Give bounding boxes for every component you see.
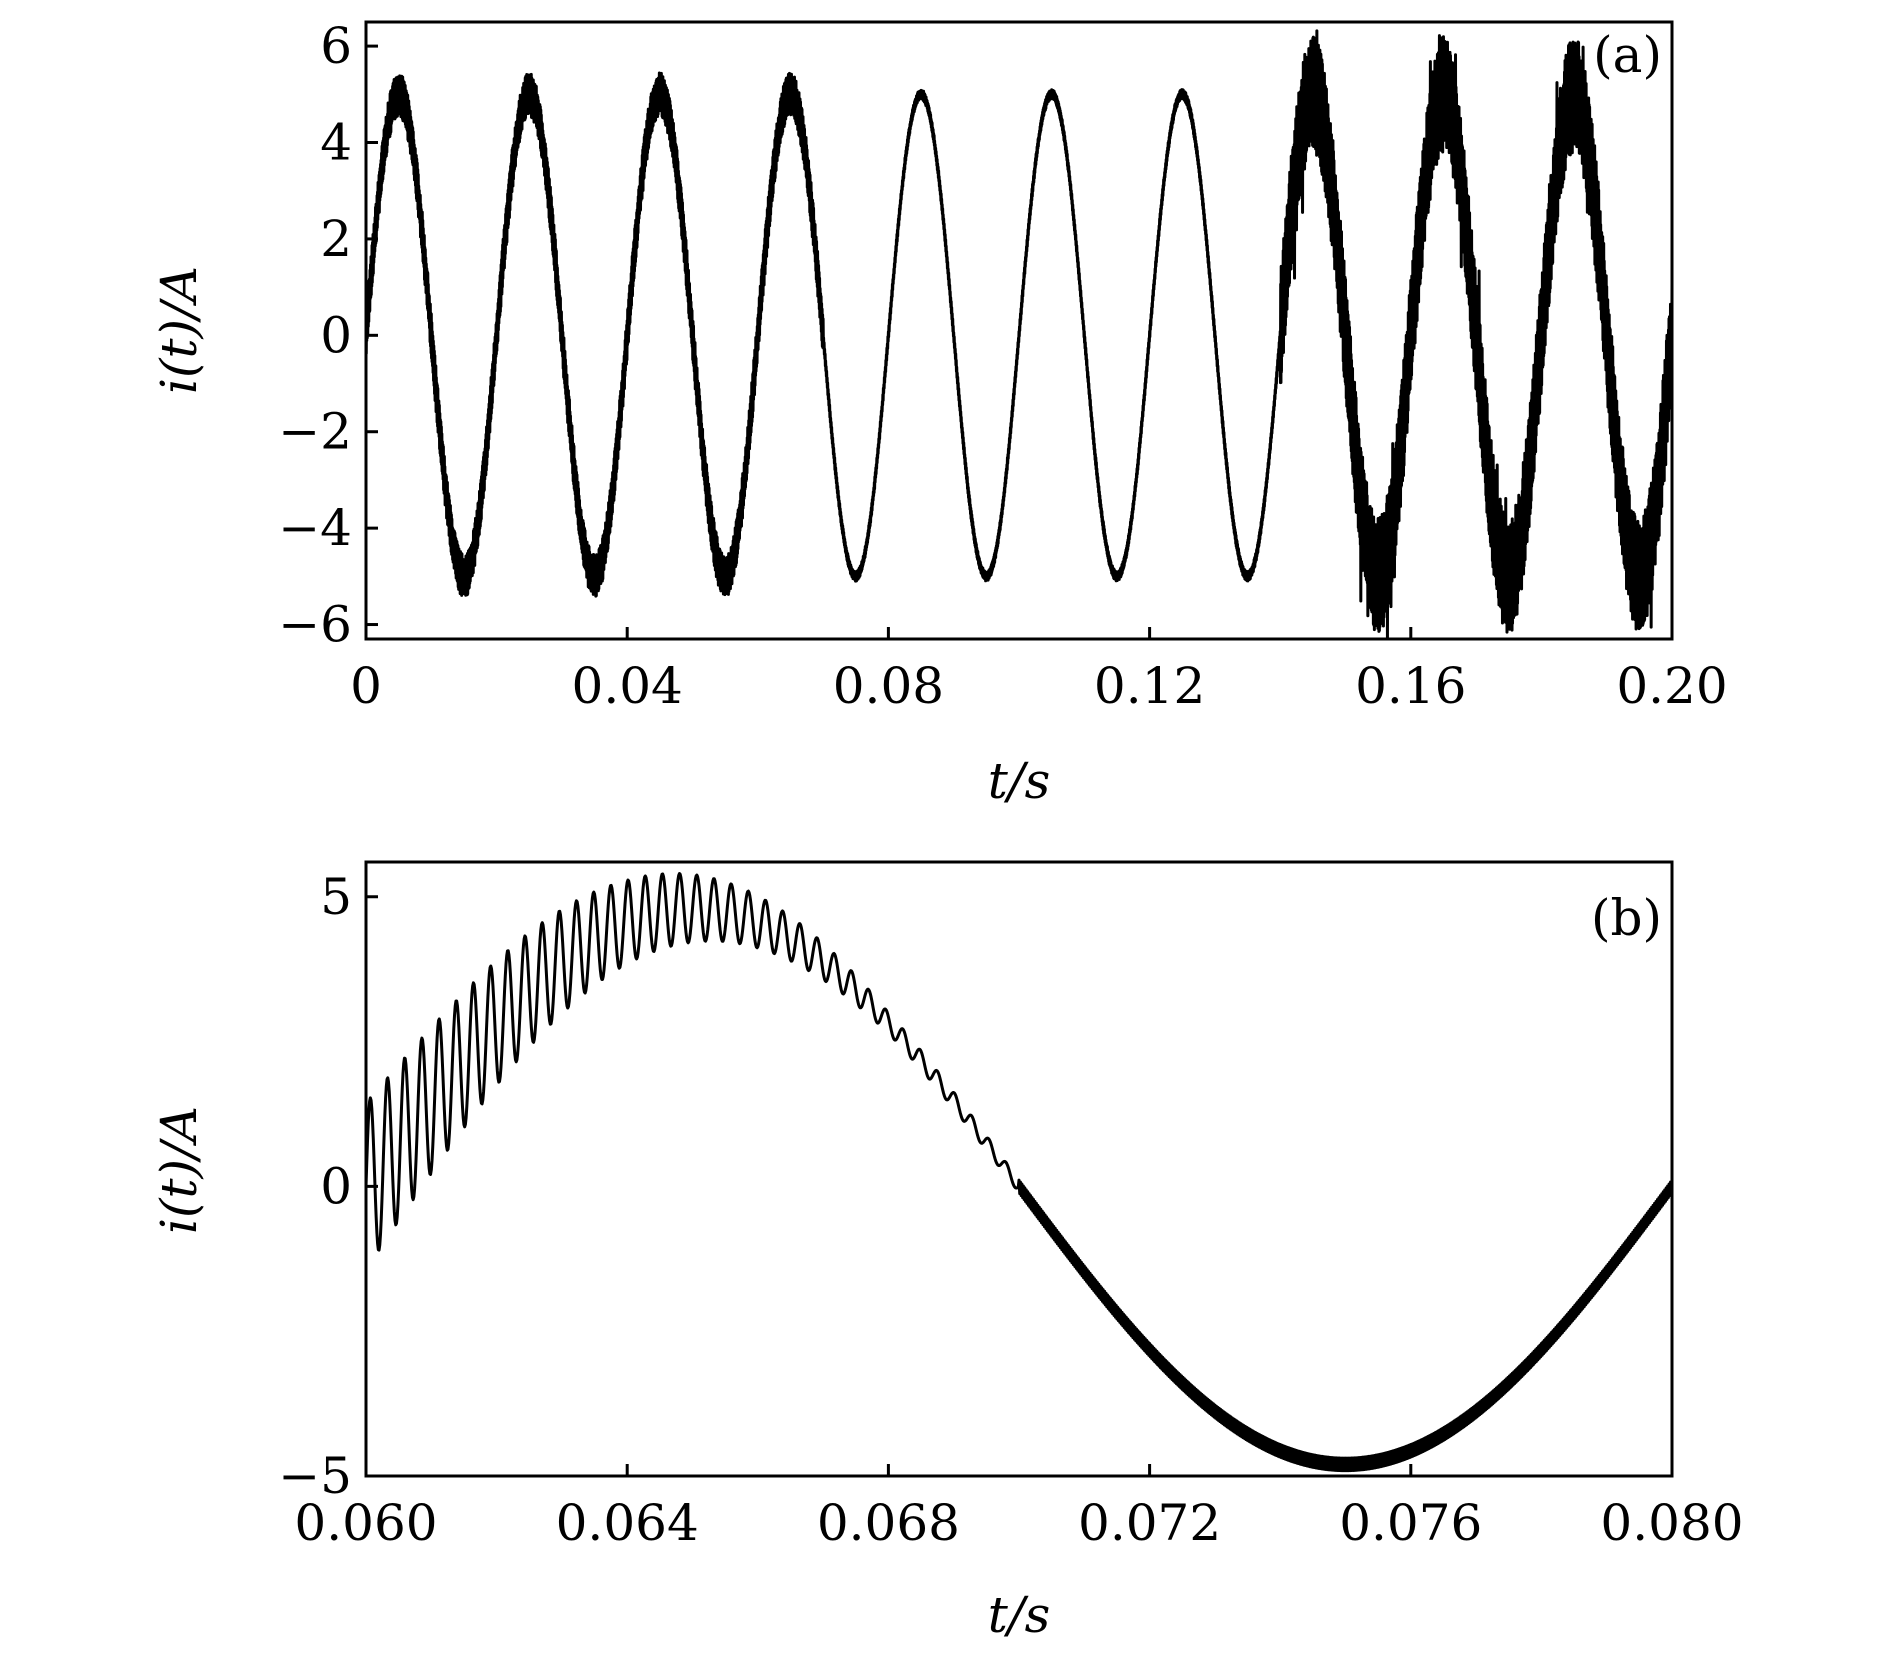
- y-tick-label-a-1: −4: [278, 499, 352, 557]
- y-tick-label-b-2: 5: [320, 868, 352, 926]
- current-waveform-b: [364, 872, 1674, 1473]
- x-axis-label-a: t/s: [988, 752, 1051, 810]
- y-tick-label-a-2: −2: [278, 403, 352, 461]
- x-axis-label-b: t/s: [988, 1586, 1051, 1644]
- panel-label-b: (b): [1591, 889, 1662, 947]
- ticks-a: 0 0.04 0.08 0.12 0.16 0.20 −6 −4 −2 0 2 4 6: [278, 17, 1727, 715]
- current-waveform-a: [364, 29, 1674, 641]
- y-tick-label-b-1: 0: [320, 1157, 352, 1215]
- x-tick-label-b-5: 0.080: [1600, 1494, 1743, 1552]
- y-tick-label-a-0: −6: [278, 596, 352, 654]
- y-axis-label-b: i(t)/A: [150, 1106, 208, 1234]
- x-tick-label-b-4: 0.076: [1339, 1494, 1482, 1552]
- x-tick-label-a-5: 0.20: [1616, 657, 1727, 715]
- x-tick-label-b-3: 0.072: [1078, 1494, 1221, 1552]
- y-axis-label-a: i(t)/A: [150, 266, 208, 394]
- x-tick-label-b-0: 0.060: [294, 1494, 437, 1552]
- x-tick-label-b-2: 0.068: [817, 1494, 960, 1552]
- x-tick-label-a-4: 0.16: [1355, 657, 1466, 715]
- y-tick-label-a-3: 0: [320, 306, 352, 364]
- x-tick-label-b-1: 0.064: [556, 1494, 699, 1552]
- y-tick-label-a-6: 6: [320, 17, 352, 75]
- y-tick-label-b-0: −5: [278, 1447, 352, 1505]
- x-tick-label-a-2: 0.08: [833, 657, 944, 715]
- y-tick-label-a-5: 4: [320, 114, 352, 172]
- plot-frame-a: [364, 20, 1674, 641]
- ticks-b: 0.060 0.064 0.068 0.072 0.076 0.080 −5 0 5: [278, 868, 1743, 1552]
- y-tick-label-a-4: 2: [320, 210, 352, 268]
- chart-panel-b: 0.060 0.064 0.068 0.072 0.076 0.080 −5 0 5 (b) t…: [150, 860, 1744, 1644]
- x-tick-label-a-1: 0.04: [572, 657, 683, 715]
- panel-label-a: (a): [1593, 26, 1662, 84]
- x-tick-label-a-0: 0: [350, 657, 382, 715]
- plot-frame-b: [364, 860, 1674, 1478]
- x-tick-label-a-3: 0.12: [1094, 657, 1205, 715]
